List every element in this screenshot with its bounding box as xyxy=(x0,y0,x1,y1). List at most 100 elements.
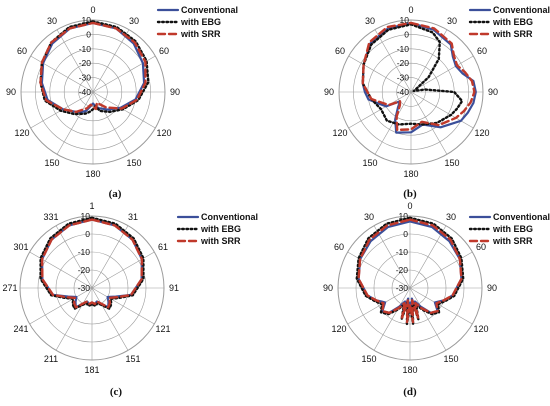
grid-spoke xyxy=(410,91,448,155)
grid-spoke xyxy=(410,29,448,93)
angle-tick-label: 0 xyxy=(408,5,413,15)
grid-spoke xyxy=(410,91,474,129)
angle-tick-label: 30 xyxy=(365,16,375,26)
angle-tick-label: 61 xyxy=(158,242,168,252)
radial-tick-label: -20 xyxy=(397,58,410,68)
angle-tick-label: 60 xyxy=(477,46,487,56)
angle-tick-label: 120 xyxy=(473,324,488,334)
polar-chart-3: 1 31 61 91 121 151 181 211 241 271 301 331 10 0 -10 -20… xyxy=(2,201,258,398)
angle-tick-label: 241 xyxy=(13,324,28,334)
legend-label: Conventional xyxy=(181,5,238,15)
angle-tick-label: 30 xyxy=(446,212,456,222)
radial-tick-label: 0 xyxy=(403,229,408,239)
angle-tick-label: 180 xyxy=(402,365,417,375)
grid-spoke xyxy=(92,91,156,129)
radial-tick-label: 10 xyxy=(81,211,91,221)
radial-tick-label: 10 xyxy=(399,211,409,221)
panel-caption: (c) xyxy=(110,386,123,398)
radial-tick-label: 0 xyxy=(404,29,409,39)
angle-tick-label: 30 xyxy=(364,212,374,222)
angle-tick-label: 91 xyxy=(169,283,179,293)
angle-tick-label: 0 xyxy=(90,5,95,15)
angle-tick-label: 151 xyxy=(125,354,140,364)
radial-tick-label: -10 xyxy=(397,44,410,54)
legend: Conventional with EBG with SRR xyxy=(176,212,258,246)
series-line-with-srr xyxy=(39,21,147,114)
radial-tick-label: -30 xyxy=(397,73,410,83)
legend-label: with EBG xyxy=(200,224,241,234)
angle-tick-label: 1 xyxy=(89,201,94,211)
angle-tick-label: 121 xyxy=(155,324,170,334)
angle-tick-label: 120 xyxy=(332,128,347,138)
angle-tick-label: 150 xyxy=(444,158,459,168)
panel-caption: (a) xyxy=(109,188,122,200)
radial-tick-label: -10 xyxy=(396,247,409,257)
angle-tick-label: 331 xyxy=(43,212,58,222)
grid-spoke xyxy=(409,287,447,351)
legend-label: Conventional xyxy=(493,212,550,222)
legend-label: with SRR xyxy=(492,29,533,39)
legend: Conventional with EBG with SRR xyxy=(468,5,550,39)
radial-tick-label: -10 xyxy=(78,247,91,257)
legend-label: Conventional xyxy=(493,5,550,15)
radial-tick-label: -20 xyxy=(396,265,409,275)
legend-label: with EBG xyxy=(492,17,533,27)
grid-spoke xyxy=(409,225,447,289)
grid-spoke xyxy=(56,29,94,93)
angle-tick-label: 31 xyxy=(128,212,138,222)
panel-caption: (d) xyxy=(403,386,417,398)
legend-label: with EBG xyxy=(180,17,221,27)
angle-tick-label: 90 xyxy=(6,87,16,97)
angle-tick-label: 120 xyxy=(156,128,171,138)
angle-tick-label: 120 xyxy=(474,128,489,138)
angle-tick-label: 30 xyxy=(447,16,457,26)
grid-spoke xyxy=(55,225,93,289)
legend-label: Conventional xyxy=(201,212,258,222)
angle-tick-label: 90 xyxy=(170,87,180,97)
angle-tick-label: 211 xyxy=(44,354,58,364)
grid-spoke xyxy=(409,287,473,325)
angle-tick-label: 150 xyxy=(44,158,59,168)
angle-tick-label: 150 xyxy=(361,354,376,364)
series-line-with-ebg xyxy=(39,216,145,310)
legend-label: with SRR xyxy=(200,236,241,246)
angle-tick-label: 181 xyxy=(84,365,99,375)
legend: Conventional with EBG with SRR xyxy=(156,5,238,39)
radial-tick-label: -20 xyxy=(79,58,92,68)
angle-tick-label: 301 xyxy=(13,242,28,252)
angle-tick-label: 180 xyxy=(403,169,418,179)
angle-tick-label: 150 xyxy=(362,158,377,168)
grid-spoke xyxy=(347,287,411,325)
angle-tick-label: 60 xyxy=(17,46,27,56)
radial-tick-label: -40 xyxy=(79,87,92,97)
angle-tick-label: 0 xyxy=(407,201,412,211)
grid-spoke xyxy=(374,29,412,93)
grid-spoke xyxy=(373,225,411,289)
grid-spoke xyxy=(410,55,474,93)
angle-tick-label: 30 xyxy=(129,16,139,26)
angle-tick-label: 90 xyxy=(324,87,334,97)
angle-tick-label: 60 xyxy=(335,46,345,56)
angle-tick-label: 150 xyxy=(126,158,141,168)
grid-spoke xyxy=(92,91,130,155)
grid-spoke xyxy=(91,287,129,351)
radial-tick-label: 0 xyxy=(85,229,90,239)
angle-tick-label: 60 xyxy=(476,242,486,252)
series-line-with-srr xyxy=(361,21,476,132)
angle-tick-label: 120 xyxy=(14,128,29,138)
angle-tick-label: 90 xyxy=(487,283,497,293)
radial-tick-label: 10 xyxy=(82,15,92,25)
grid-spoke xyxy=(348,91,412,129)
radial-tick-label: -30 xyxy=(78,283,91,293)
legend-label: with EBG xyxy=(492,224,533,234)
grid-spoke xyxy=(56,91,94,155)
grid-spoke xyxy=(92,29,130,93)
grid-spoke xyxy=(91,225,129,289)
angle-tick-label: 150 xyxy=(443,354,458,364)
radial-tick-label: -10 xyxy=(79,44,92,54)
angle-tick-label: 30 xyxy=(47,16,57,26)
